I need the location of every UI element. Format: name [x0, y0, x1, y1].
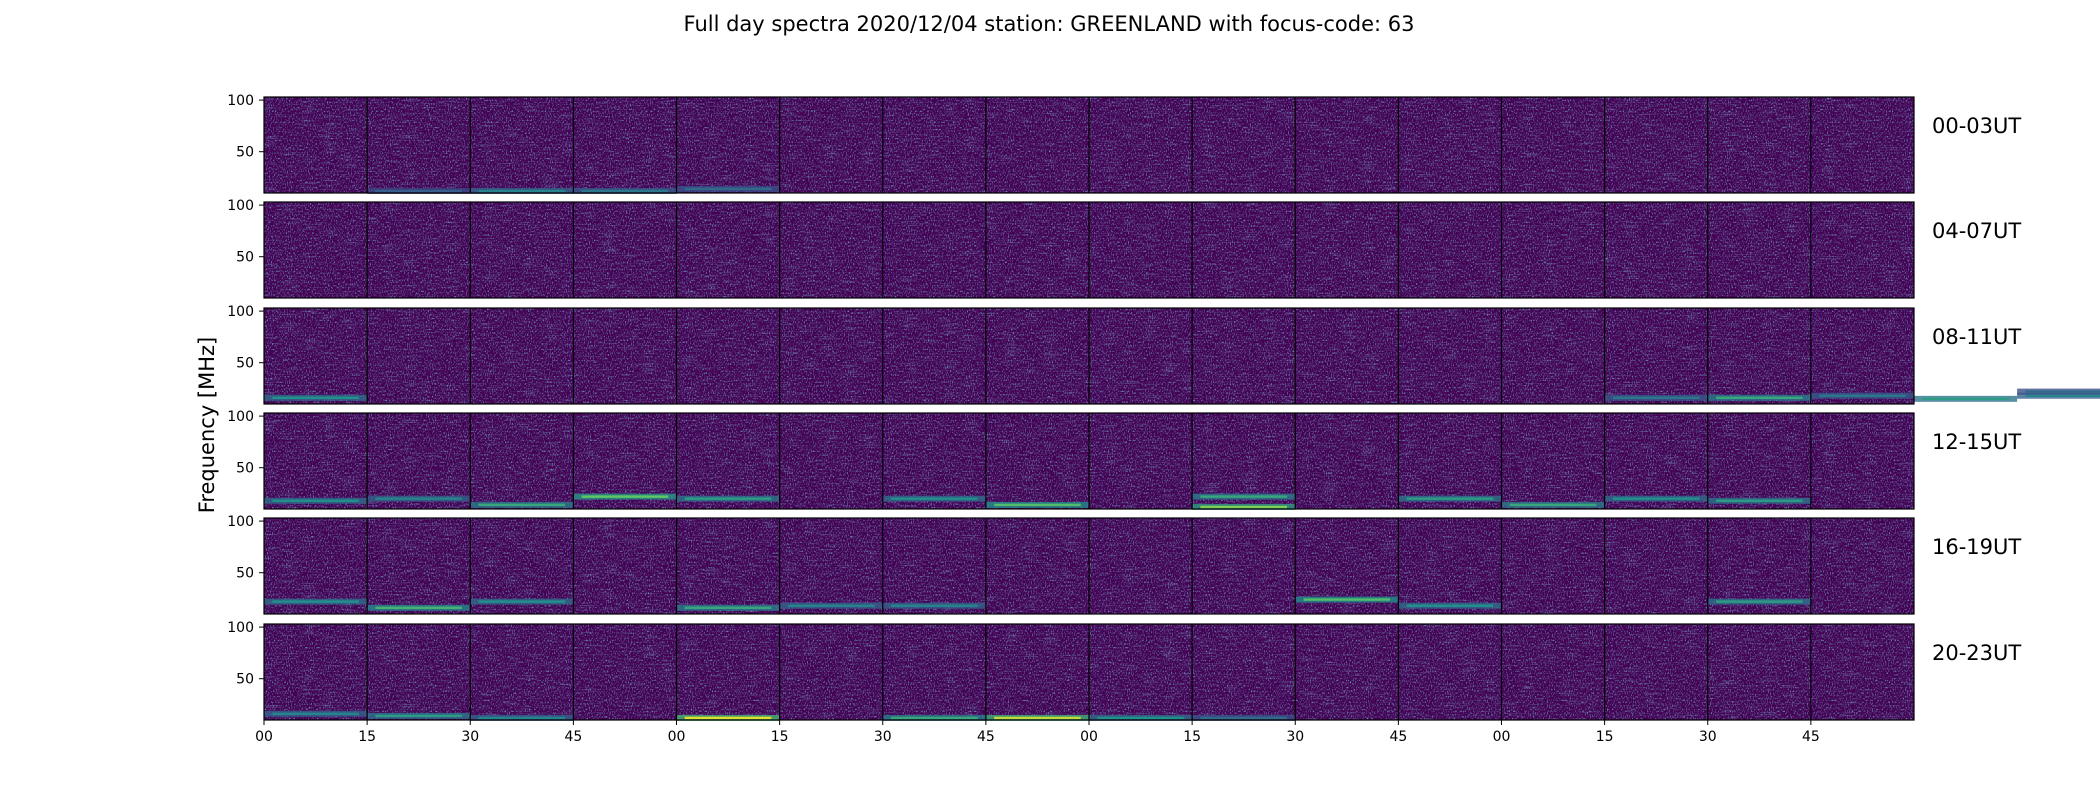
row-time-label: 08-11UT [1932, 325, 2021, 349]
x-tick-label: 45 [564, 729, 582, 745]
spectra-row: 100 50 00-03UT [227, 93, 2021, 194]
x-tick-label: 00 [1493, 729, 1511, 745]
row-frame [263, 517, 1915, 615]
row-time-label: 00-03UT [1932, 114, 2021, 138]
row-time-label: 04-07UT [1932, 219, 2021, 243]
y-tick-label: 100 [227, 93, 254, 109]
emission-line-core [375, 497, 462, 500]
emission-line-core [375, 189, 462, 193]
emission-line-core [1819, 394, 1906, 397]
emission-line-core [891, 497, 978, 500]
emission-line-core [272, 499, 359, 502]
chart-title: Full day spectra 2020/12/04 station: GRE… [684, 12, 1415, 36]
emission-line-core [1509, 503, 1597, 507]
y-tick-label: 100 [227, 620, 254, 636]
emission-line-core [684, 716, 772, 720]
emission-line-core [1200, 505, 1287, 509]
emission-line-core [1612, 396, 1700, 400]
x-tick-label: 30 [1699, 729, 1717, 745]
y-tick-label: 100 [227, 514, 254, 530]
x-tick-label: 45 [1802, 729, 1820, 745]
spectra-row: 100 50 20-23UT [227, 620, 2021, 721]
emission-line-core [994, 716, 1081, 720]
y-tick-label: 50 [236, 672, 254, 688]
row-frame [263, 96, 1915, 194]
spectra-row: 100 50 12-15UT [227, 409, 2021, 510]
emission-line-core [1716, 499, 1803, 502]
row-frame [263, 412, 1915, 510]
y-tick-label: 50 [236, 566, 254, 582]
spectra-row: 100 50 04-07UT [227, 198, 2021, 299]
y-axis-label: Frequency [MHz] [195, 337, 219, 513]
emission-line-core [478, 189, 566, 193]
emission-line-core [1200, 495, 1287, 498]
emission-line-core [994, 503, 1081, 507]
emission-line-core [581, 495, 669, 498]
emission-line-core [891, 716, 978, 720]
emission-line-core [787, 604, 875, 607]
row-frame [263, 307, 1915, 405]
emission-line-core [1716, 600, 1803, 603]
emission-line-core [1716, 396, 1803, 400]
x-tick-label: 30 [1286, 729, 1304, 745]
x-tick-label: 45 [1389, 729, 1407, 745]
emission-line-core [1922, 397, 2009, 401]
row-time-label: 12-15UT [1932, 430, 2021, 454]
spectra-row: 100 50 16-19UT [227, 514, 2021, 615]
y-tick-label: 100 [227, 198, 254, 214]
x-tick-label: 45 [977, 729, 995, 745]
emission-line-core [1406, 497, 1494, 500]
emission-line-core [272, 396, 359, 400]
emission-line-core [272, 712, 359, 716]
emission-line-core [1303, 598, 1391, 601]
row-time-label: 16-19UT [1932, 535, 2021, 559]
y-tick-label: 100 [227, 409, 254, 425]
emission-line-core [581, 189, 669, 193]
emission-line-core [1612, 497, 1700, 500]
x-tick-label: 15 [771, 729, 789, 745]
emission-line-core [272, 600, 359, 603]
x-tick-label: 15 [1596, 729, 1614, 745]
x-tick-label: 30 [874, 729, 892, 745]
emission-line-core [478, 716, 566, 720]
emission-line-core [478, 600, 566, 603]
y-tick-label: 100 [227, 304, 254, 320]
emission-line-core [1200, 716, 1287, 720]
x-tick-label: 00 [255, 729, 273, 745]
x-tick-label: 15 [1183, 729, 1201, 745]
x-axis-ticks: 00 15 30 45 00 15 30 45 00 15 30 45 00 15 30 45 [255, 720, 1820, 745]
emission-line-core [2025, 390, 2100, 393]
row-frame [263, 201, 1915, 299]
spectra-rows: 100 50 00-03UT 100 50 04-07UT 100 50 08-11UT 100 5… [227, 93, 2100, 721]
y-tick-label: 50 [236, 145, 254, 161]
emission-line-core [1097, 716, 1184, 720]
y-tick-label: 50 [236, 461, 254, 477]
spectra-row: 100 50 08-11UT [227, 304, 2100, 405]
emission-line-core [684, 187, 772, 191]
y-tick-label: 50 [236, 356, 254, 372]
x-tick-label: 00 [1080, 729, 1098, 745]
emission-line-core [375, 714, 462, 718]
emission-line-core [2025, 394, 2100, 397]
emission-line-core [1406, 604, 1494, 607]
emission-line-core [684, 606, 772, 610]
emission-line-core [375, 606, 462, 610]
row-time-label: 20-23UT [1932, 641, 2021, 665]
y-tick-label: 50 [236, 250, 254, 266]
emission-line-core [684, 497, 772, 500]
emission-line-core [891, 604, 978, 607]
x-tick-label: 15 [358, 729, 376, 745]
x-tick-label: 00 [668, 729, 686, 745]
emission-line-core [478, 503, 566, 507]
x-tick-label: 30 [461, 729, 479, 745]
